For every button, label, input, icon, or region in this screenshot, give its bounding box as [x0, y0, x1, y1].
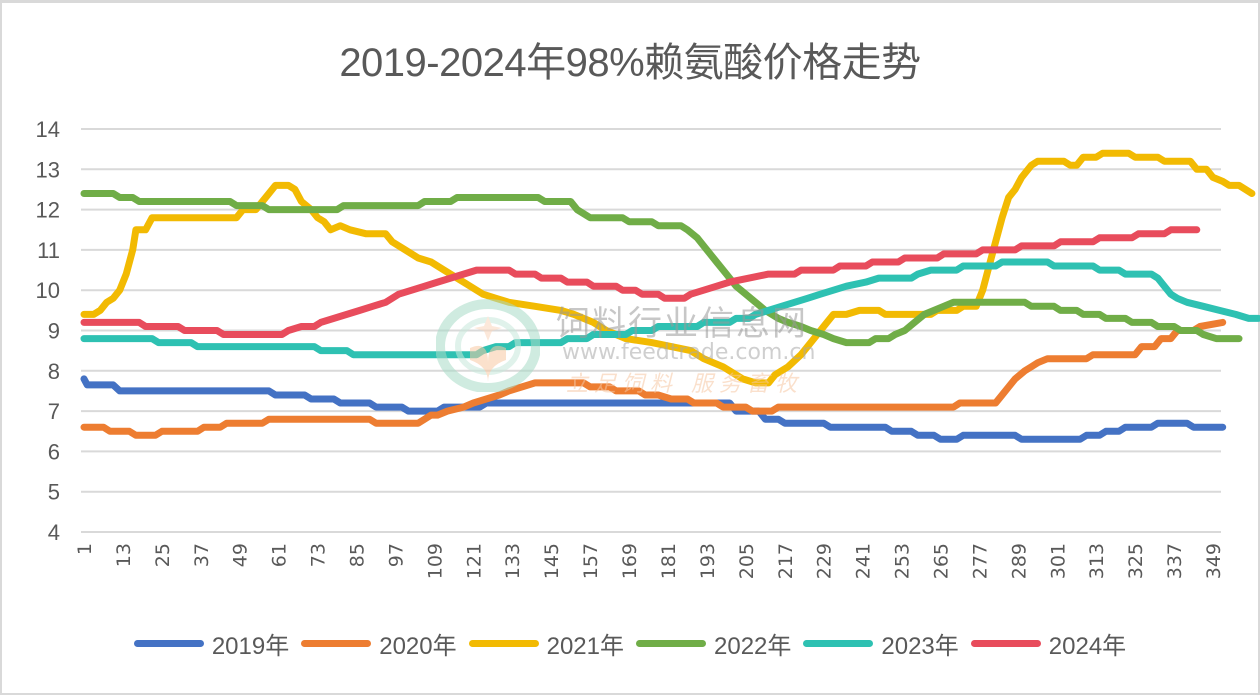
series-line-2024 — [80, 226, 1201, 338]
legend-label: 2019年 — [211, 633, 290, 660]
y-axis-ticks: 4 5 6 7 8 9 10 11 12 13 14 — [36, 117, 60, 545]
x-axis-ticks: 1 13 25 37 49 61 73 85 97 109 121 133 145 157 169 181 19… — [74, 543, 1225, 579]
x-tick-label: 193 — [697, 543, 719, 579]
x-tick-label: 349 — [1203, 543, 1225, 579]
x-tick-label: 169 — [619, 543, 641, 579]
y-tick-label: 13 — [36, 157, 60, 182]
x-tick-label: 145 — [541, 543, 563, 579]
legend-item: 2023年 — [803, 626, 959, 661]
y-tick-label: 4 — [48, 520, 60, 545]
legend-swatch — [970, 640, 1041, 647]
x-tick-label: 109 — [424, 543, 446, 579]
legend-item: 2021年 — [468, 626, 624, 661]
x-tick-label: 97 — [385, 543, 407, 567]
legend-item: 2019年 — [133, 626, 290, 661]
x-tick-label: 277 — [969, 543, 991, 579]
x-tick-label: 37 — [191, 543, 213, 567]
y-tick-label: 7 — [48, 399, 60, 424]
y-tick-label: 11 — [37, 238, 60, 263]
y-tick-label: 8 — [48, 359, 60, 384]
series-line-2022 — [80, 190, 1243, 347]
legend-label: 2022年 — [714, 633, 792, 660]
x-tick-label: 289 — [1008, 543, 1030, 579]
series-lines — [80, 149, 1260, 443]
x-tick-label: 121 — [463, 543, 485, 579]
x-tick-label: 49 — [230, 543, 252, 567]
x-tick-label: 253 — [892, 543, 914, 579]
x-tick-label: 61 — [269, 543, 291, 567]
x-tick-label: 13 — [113, 543, 135, 567]
x-tick-label: 265 — [930, 543, 952, 579]
x-tick-label: 325 — [1125, 543, 1147, 579]
legend-label: 2024年 — [1048, 633, 1127, 660]
series-line-2021 — [80, 149, 1256, 387]
x-tick-label: 1 — [74, 543, 96, 555]
x-tick-label: 25 — [152, 543, 174, 567]
legend-swatch — [133, 640, 204, 647]
x-tick-label: 229 — [814, 543, 836, 579]
legend-swatch — [468, 640, 539, 647]
y-tick-label: 10 — [36, 278, 60, 303]
legend-item: 2022年 — [636, 626, 791, 661]
x-tick-label: 205 — [736, 543, 758, 579]
y-tick-label: 9 — [48, 319, 60, 344]
legend-item: 2024年 — [970, 626, 1127, 661]
series-line-2023 — [80, 258, 1260, 359]
x-tick-label: 73 — [308, 543, 330, 567]
x-tick-label: 85 — [347, 543, 369, 567]
legend-label: 2023年 — [881, 633, 959, 660]
legend-swatch — [301, 640, 372, 647]
chart-legend: 2019年 2020年 2021年 2022年 2023年 2024年 — [0, 626, 1260, 661]
x-tick-label: 313 — [1086, 543, 1108, 579]
legend-swatch — [803, 640, 874, 647]
y-tick-label: 5 — [48, 480, 60, 505]
x-tick-label: 217 — [775, 543, 797, 579]
legend-item: 2020年 — [301, 626, 457, 661]
x-tick-label: 241 — [853, 543, 875, 579]
y-tick-label: 6 — [48, 439, 60, 464]
x-tick-label: 301 — [1047, 543, 1069, 579]
y-tick-label: 12 — [36, 198, 60, 223]
x-tick-label: 181 — [658, 543, 680, 579]
series-line-2019 — [80, 375, 1227, 443]
x-tick-label: 337 — [1164, 543, 1186, 579]
series-line-2020 — [80, 318, 1227, 439]
x-tick-label: 157 — [580, 543, 602, 579]
legend-label: 2020年 — [379, 633, 457, 660]
x-tick-label: 133 — [502, 543, 524, 579]
legend-swatch — [636, 640, 706, 647]
chart-title: 2019-2024年98%赖氨酸价格走势 — [339, 41, 921, 85]
y-tick-label: 14 — [36, 117, 60, 142]
legend-label: 2021年 — [546, 633, 624, 660]
